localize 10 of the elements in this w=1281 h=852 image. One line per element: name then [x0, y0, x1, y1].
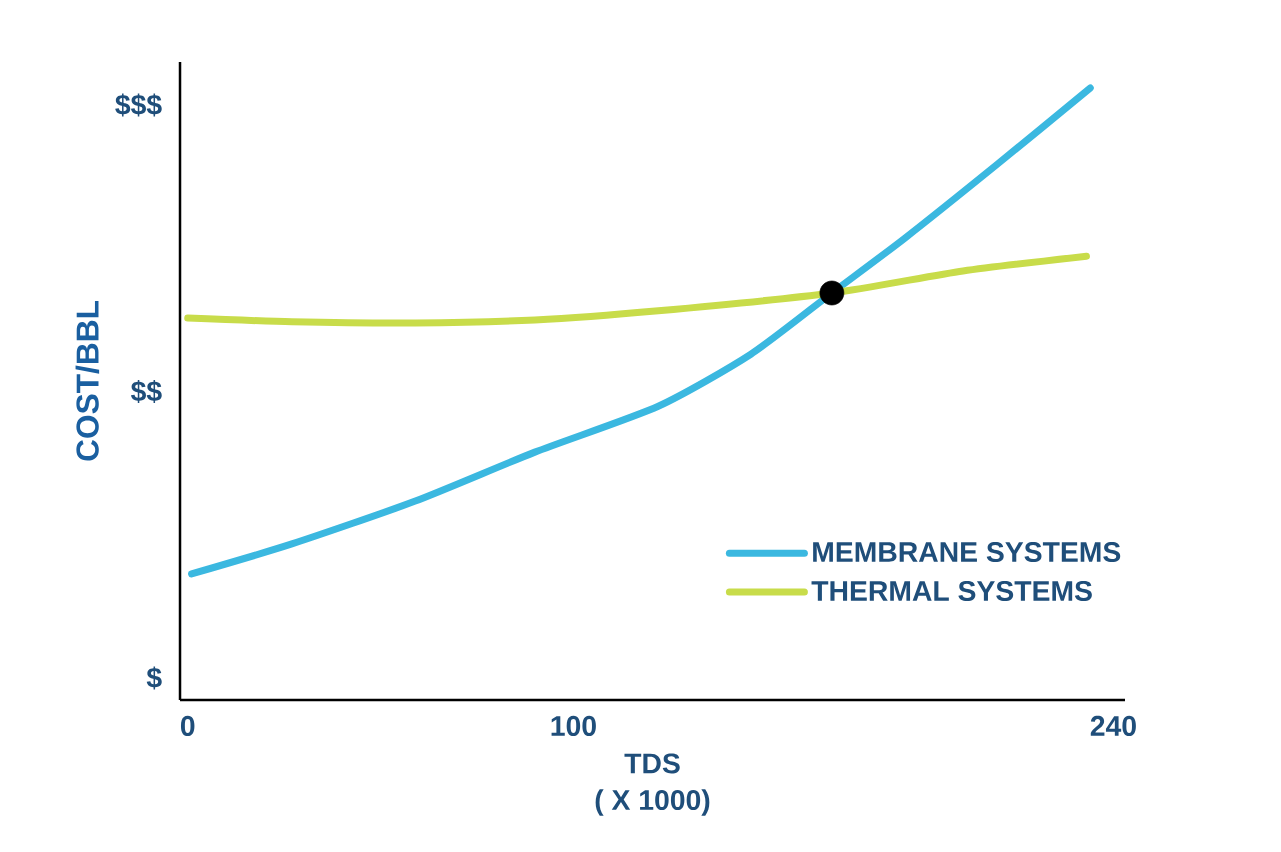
- text: $: [146, 666, 162, 690]
- x-tick-label: 100: [551, 715, 596, 736]
- legend-label: THERMAL SYSTEMS: [811, 580, 1092, 602]
- x-axis-title: TDS ( X 1000): [595, 753, 710, 816]
- text: $$: [130, 379, 162, 404]
- x-tick-label: 0: [180, 715, 195, 736]
- x-tick-label: 240: [1090, 715, 1136, 736]
- y-axis-title: COST/BBL: [75, 301, 100, 461]
- text: $$$: [115, 93, 162, 117]
- legend-label: MEMBRANE SYSTEMS: [813, 541, 1121, 563]
